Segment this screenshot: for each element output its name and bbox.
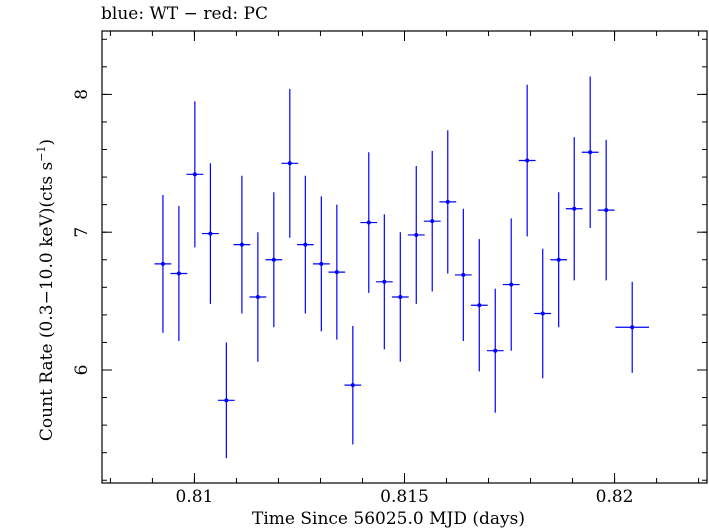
data-point (597, 139, 615, 281)
point-marker (477, 303, 482, 308)
point-marker (319, 261, 324, 266)
x-tick-label: 0.81 (176, 487, 214, 507)
data-point (249, 232, 267, 362)
data-point (312, 196, 330, 332)
data-point (407, 166, 425, 304)
data-point (423, 150, 441, 292)
plot-frame (101, 30, 708, 484)
y-axis-label-main: Count Rate (0.3−10.0 keV)(cts s (36, 161, 57, 442)
point-marker (224, 398, 229, 403)
point-marker (287, 161, 292, 166)
point-marker (160, 261, 165, 266)
point-marker (630, 325, 635, 330)
x-tick-label: 0.82 (596, 487, 634, 507)
point-marker (540, 311, 545, 316)
point-marker (430, 219, 435, 224)
data-point (534, 248, 552, 379)
data-point (344, 325, 362, 445)
point-marker (239, 242, 244, 247)
point-marker (271, 257, 276, 262)
point-marker (572, 206, 577, 211)
chart-title: blue: WT − red: PC (101, 4, 268, 24)
point-marker (382, 279, 387, 284)
point-marker (366, 220, 371, 225)
point-marker (509, 282, 514, 287)
data-point (233, 175, 251, 314)
point-marker (461, 272, 466, 277)
data-point (328, 204, 346, 340)
x-axis-label: Time Since 56025.0 MJD (days) (252, 509, 525, 529)
axis-ticks (102, 31, 707, 483)
point-marker (208, 231, 213, 236)
point-marker (604, 208, 609, 213)
data-point (391, 232, 409, 362)
y-axis-label-exponent: −1 (35, 145, 49, 162)
data-point (154, 194, 172, 333)
data-point (502, 218, 520, 351)
point-marker (255, 294, 260, 299)
point-marker (414, 232, 419, 237)
data-point (565, 137, 583, 281)
point-marker (398, 294, 403, 299)
data-point (470, 239, 488, 372)
point-marker (350, 383, 355, 388)
y-tick-label: 8 (72, 89, 92, 100)
y-tick-label: 7 (72, 227, 92, 238)
point-marker (176, 271, 181, 276)
data-point (360, 152, 378, 293)
data-point (265, 192, 283, 328)
data-point (454, 208, 472, 342)
data-point (486, 288, 504, 413)
data-point (296, 175, 314, 314)
data-point (615, 281, 650, 373)
data-point (581, 76, 599, 229)
point-marker (588, 150, 593, 155)
data-point (170, 206, 188, 342)
point-marker (556, 257, 561, 262)
point-marker (493, 348, 498, 353)
point-marker (334, 270, 339, 275)
point-marker (192, 172, 197, 177)
data-point (439, 130, 457, 274)
data-point (375, 214, 393, 350)
data-point (550, 192, 568, 328)
data-point (217, 342, 235, 459)
data-points (154, 76, 650, 459)
point-marker (525, 158, 530, 163)
y-axis-label: Count Rate (0.3−10.0 keV)(cts s−1) (35, 139, 57, 441)
y-tick-label: 6 (72, 365, 92, 376)
y-axis-label-close: ) (36, 138, 57, 146)
data-point (201, 163, 219, 304)
data-point (186, 101, 204, 248)
axis-tick-labels: 0.81 0.815 0.82 6 7 8 (72, 89, 633, 507)
x-tick-label: 0.815 (380, 487, 429, 507)
point-marker (303, 242, 308, 247)
point-marker (445, 199, 450, 204)
data-point (518, 84, 536, 237)
data-point (281, 88, 299, 238)
